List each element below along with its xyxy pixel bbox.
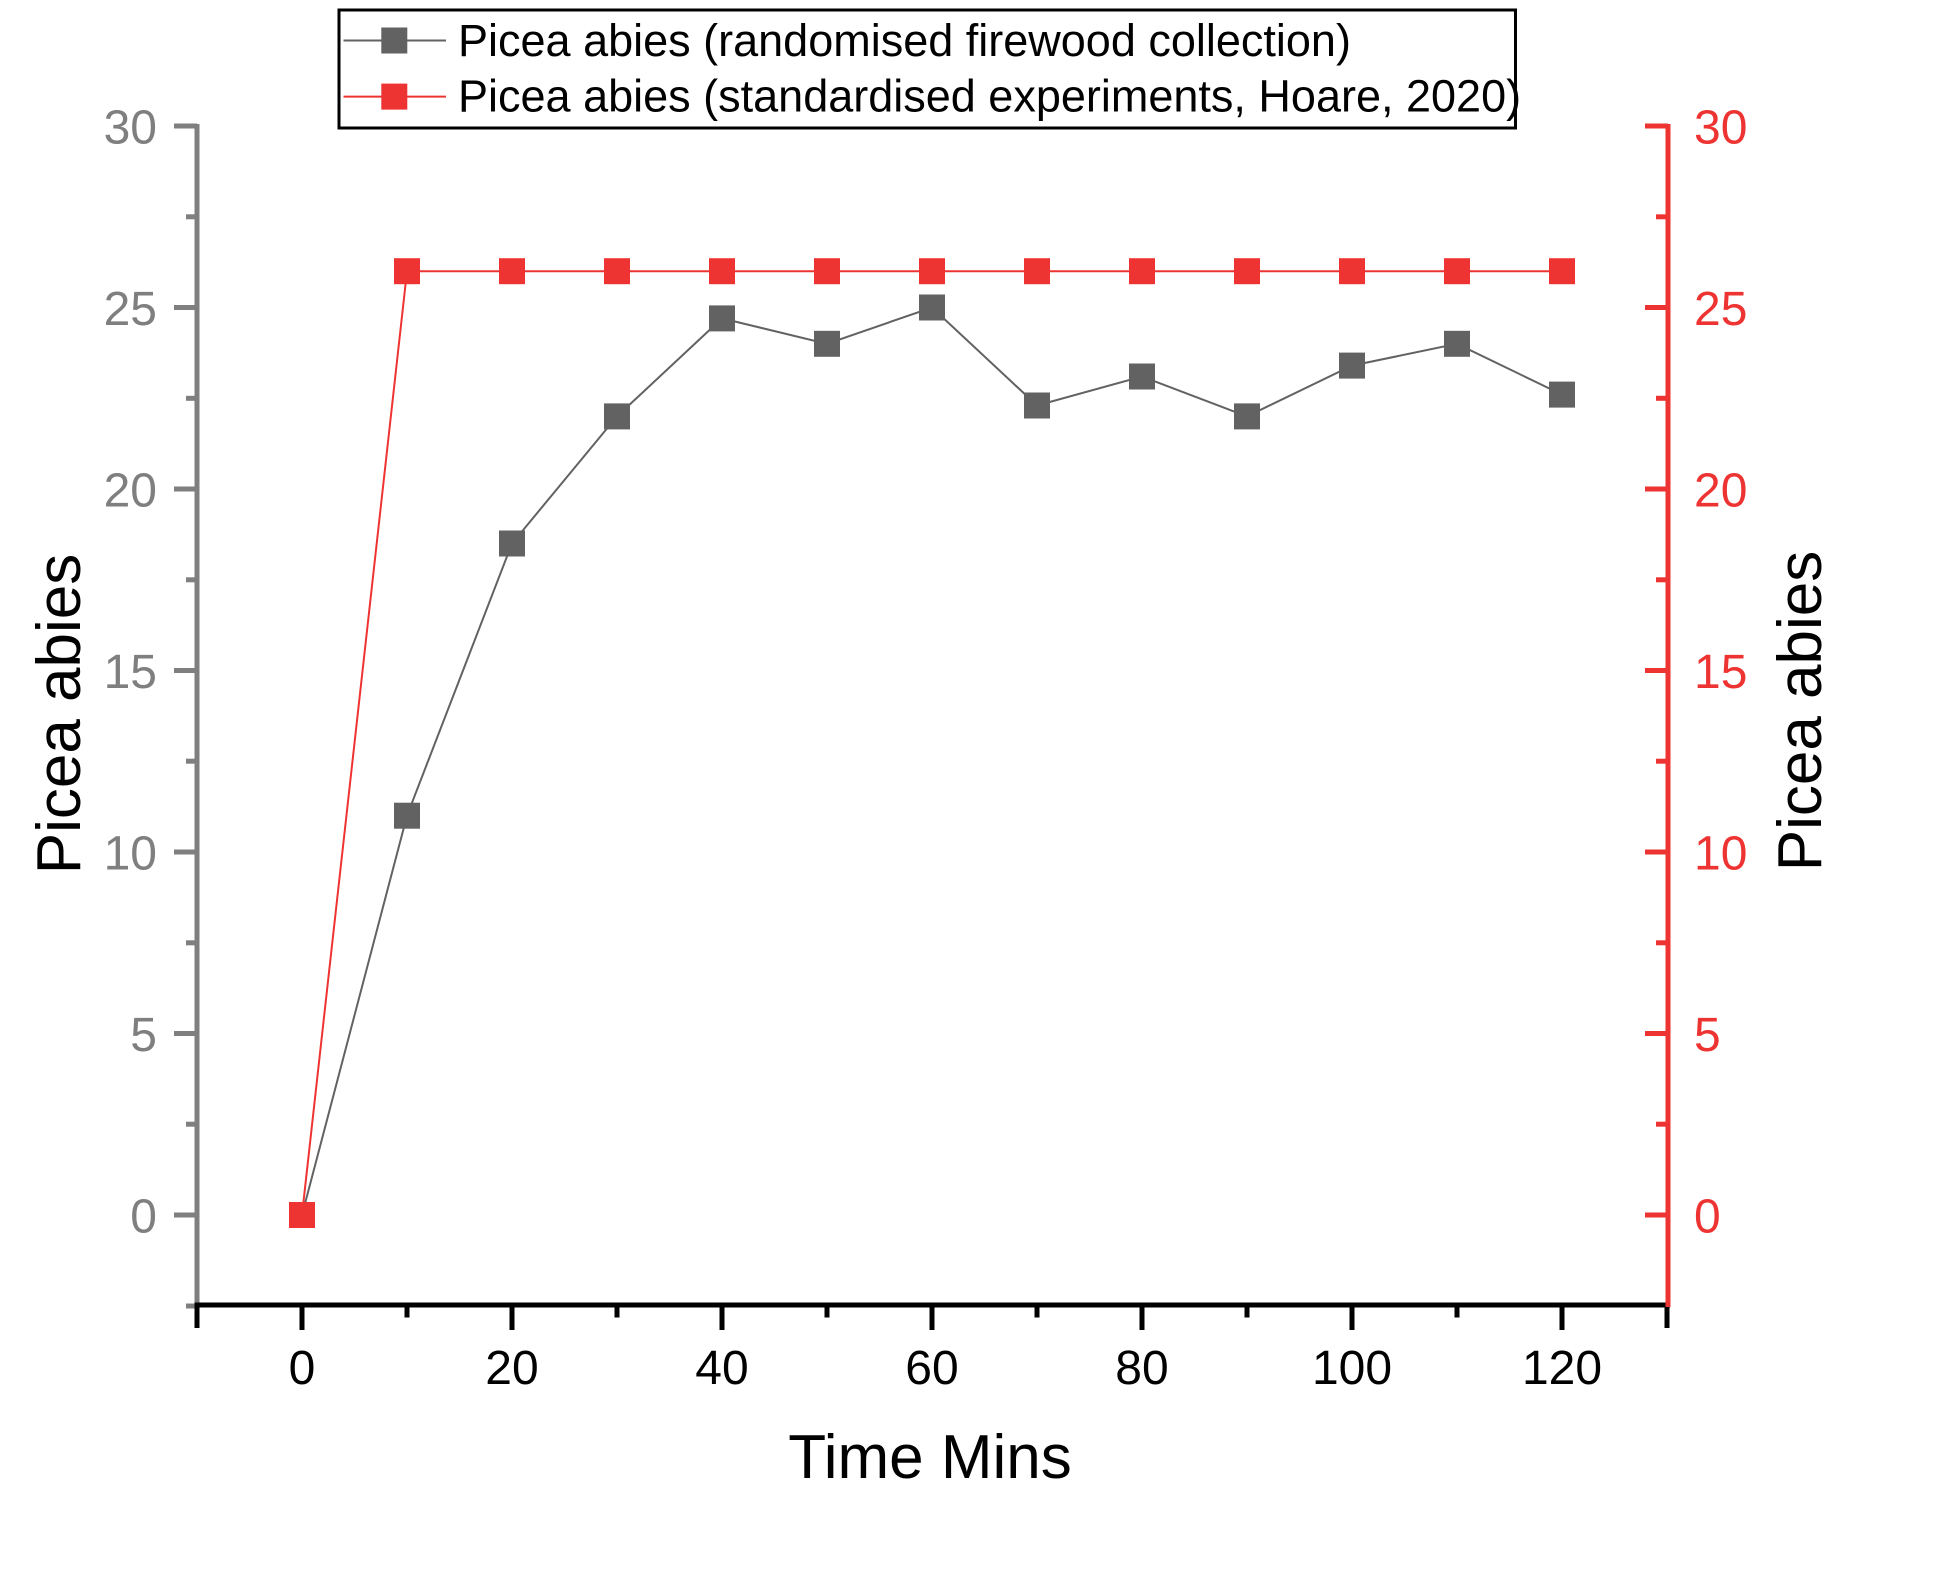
svg-text:Picea abies (standardised expe: Picea abies (standardised experiments, H… xyxy=(458,71,1521,122)
svg-text:Picea abies: Picea abies xyxy=(25,554,94,875)
svg-text:100: 100 xyxy=(1312,1342,1392,1395)
svg-text:Picea abies: Picea abies xyxy=(1766,551,1835,872)
svg-text:Picea abies (randomised firewo: Picea abies (randomised firewood collect… xyxy=(458,15,1351,66)
svg-text:80: 80 xyxy=(1115,1342,1168,1395)
svg-text:60: 60 xyxy=(905,1342,958,1395)
svg-text:15: 15 xyxy=(104,646,157,699)
svg-text:15: 15 xyxy=(1694,646,1747,699)
svg-text:30: 30 xyxy=(1694,102,1747,155)
svg-text:0: 0 xyxy=(130,1191,157,1244)
svg-text:0: 0 xyxy=(1694,1191,1721,1244)
svg-text:20: 20 xyxy=(104,465,157,518)
svg-text:5: 5 xyxy=(130,1009,157,1062)
svg-text:10: 10 xyxy=(1694,828,1747,881)
svg-text:120: 120 xyxy=(1522,1342,1602,1395)
svg-text:0: 0 xyxy=(289,1342,316,1395)
svg-text:Time Mins: Time Mins xyxy=(788,1423,1072,1492)
svg-text:25: 25 xyxy=(1694,283,1747,336)
svg-text:25: 25 xyxy=(104,283,157,336)
svg-text:5: 5 xyxy=(1694,1009,1721,1062)
svg-text:20: 20 xyxy=(485,1342,538,1395)
svg-text:30: 30 xyxy=(104,102,157,155)
svg-text:20: 20 xyxy=(1694,465,1747,518)
svg-text:40: 40 xyxy=(695,1342,748,1395)
svg-text:10: 10 xyxy=(104,828,157,881)
